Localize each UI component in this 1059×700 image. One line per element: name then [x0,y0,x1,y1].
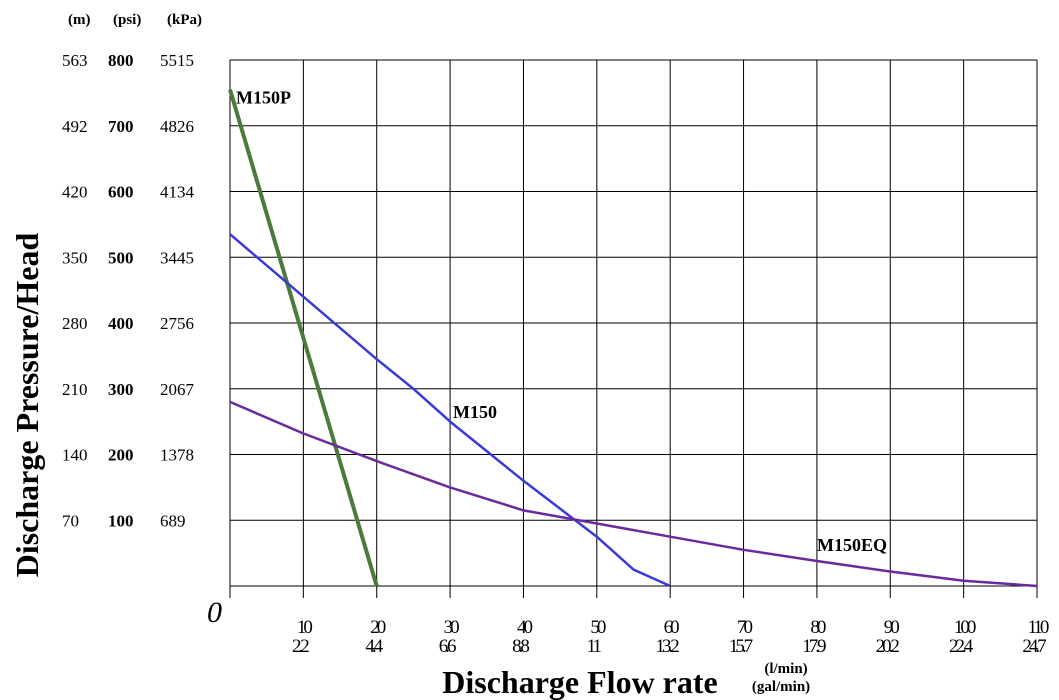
x-tick-gpm: 20.2 [876,636,900,657]
y-tick-labels: 70 100 689 140 200 1378 210 300 2067 280 400 2756 35… [62,51,195,530]
y-tick-m: 350 [62,248,88,267]
series-line-m150 [229,233,671,588]
x-tick-gpm: 6.6 [439,636,456,657]
y-tick-m: 70 [62,511,79,530]
series-line-m150p [228,89,379,587]
x-tick-lpm: 10 [297,617,313,638]
y-tick-psi: 200 [108,446,134,465]
x-tick-gpm: 22.4 [949,636,974,657]
x-unit-gpm: (gal/min) [752,679,810,695]
x-tick-lpm: 30 [444,617,460,638]
x-tick-lpm: 110 [1028,617,1049,638]
y-unit-kpa: (kPa) [167,12,202,28]
y-axis-title: Discharge Pressure/Head [9,233,45,578]
x-tick-lpm: 80 [810,617,826,638]
y-tick-psi: 500 [108,248,134,267]
y-tick-m: 140 [62,446,88,465]
x-tick-lpm: 60 [664,617,680,638]
y-tick-kpa: 4826 [160,117,194,136]
series-lines: M150P M150 M150EQ [228,88,1038,588]
x-tick-gpm: 11 [587,636,602,657]
y-tick-m: 492 [62,117,88,136]
y-unit-m: (m) [68,12,91,28]
x-tick-lpm: 100 [954,617,976,638]
x-axis-title: Discharge Flow rate [442,664,717,700]
y-tick-psi: 800 [108,51,134,70]
y-tick-kpa: 2067 [160,380,195,399]
y-tick-m: 210 [62,380,88,399]
y-tick-psi: 400 [108,314,134,333]
series-label-m150: M150 [453,402,497,422]
y-unit-psi: (psi) [113,12,141,28]
x-tick-gpm: 8.8 [512,636,529,657]
y-tick-kpa: 689 [160,511,186,530]
y-tick-m: 563 [62,51,88,70]
y-tick-kpa: 3445 [160,248,194,267]
x-unit-lpm: (l/min) [764,661,807,677]
y-tick-kpa: 1378 [160,446,194,465]
series-line-m150eq [229,400,1038,588]
x-tick-lpm: 20 [370,617,386,638]
series-label-m150p: M150P [236,88,291,108]
x-tick-lpm: 40 [517,617,533,638]
x-tick-gpm: 24.7 [1022,636,1046,657]
x-tick-gpm: 2.2 [292,636,309,657]
y-tick-m: 280 [62,314,88,333]
x-tick-lpm: 90 [884,617,900,638]
series-label-m150eq: M150EQ [817,535,887,555]
y-tick-psi: 700 [108,117,134,136]
y-tick-psi: 300 [108,380,134,399]
y-tick-kpa: 2756 [160,314,194,333]
y-tick-kpa: 5515 [160,51,194,70]
x-tick-gpm: 17.9 [802,636,826,657]
x-tick-lpm: 50 [590,617,606,638]
x-tick-gpm: 15.7 [729,636,753,657]
grid [229,59,1038,598]
x-tick-lpm: 70 [737,617,753,638]
y-tick-psi: 100 [108,511,134,530]
x-tick-gpm: 13.2 [656,636,680,657]
y-tick-kpa: 4134 [160,183,195,202]
origin-label: 0 [207,596,222,629]
y-tick-psi: 600 [108,183,134,202]
y-tick-m: 420 [62,183,88,202]
x-tick-gpm: 4.4 [365,636,383,657]
